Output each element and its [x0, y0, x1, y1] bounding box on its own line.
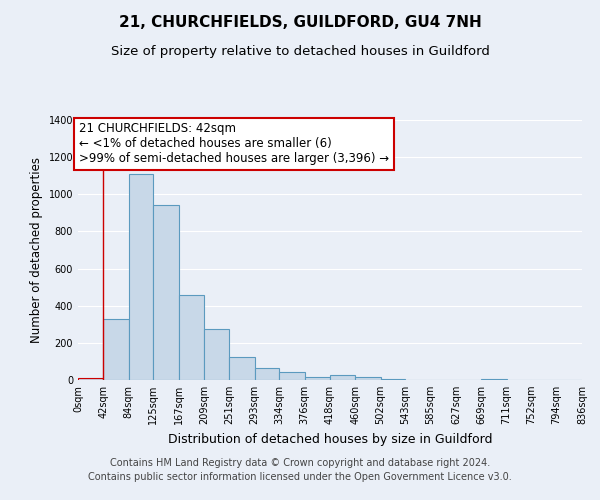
- Bar: [305, 376, 330, 380]
- Text: Size of property relative to detached houses in Guildford: Size of property relative to detached ho…: [110, 45, 490, 58]
- Bar: [103, 318, 128, 380]
- Y-axis label: Number of detached properties: Number of detached properties: [30, 157, 43, 343]
- X-axis label: Distribution of detached houses by size in Guildford: Distribution of detached houses by size …: [168, 432, 492, 446]
- Text: 21, CHURCHFIELDS, GUILDFORD, GU4 7NH: 21, CHURCHFIELDS, GUILDFORD, GU4 7NH: [119, 15, 481, 30]
- Bar: [280, 372, 305, 380]
- Text: 21 CHURCHFIELDS: 42sqm
← <1% of detached houses are smaller (6)
>99% of semi-det: 21 CHURCHFIELDS: 42sqm ← <1% of detached…: [79, 122, 389, 165]
- Bar: [229, 357, 254, 380]
- Bar: [254, 368, 280, 380]
- Bar: [179, 294, 204, 380]
- Bar: [154, 204, 179, 380]
- Bar: [481, 378, 506, 380]
- Bar: [355, 376, 380, 380]
- Bar: [78, 378, 103, 380]
- Bar: [128, 174, 154, 380]
- Bar: [380, 378, 406, 380]
- Bar: [330, 376, 355, 380]
- Text: Contains HM Land Registry data © Crown copyright and database right 2024.
Contai: Contains HM Land Registry data © Crown c…: [88, 458, 512, 482]
- Bar: [204, 329, 229, 380]
